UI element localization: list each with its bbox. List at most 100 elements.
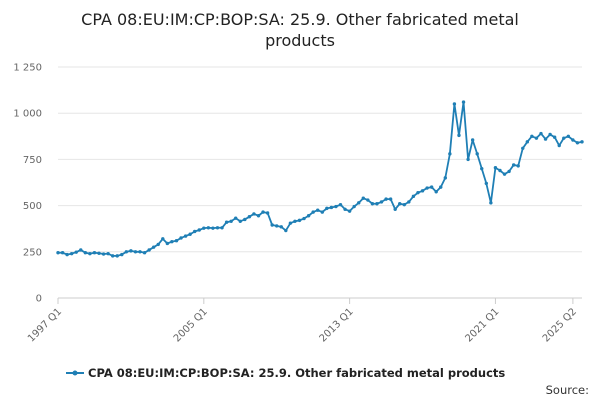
data-point[interactable] bbox=[566, 134, 571, 138]
data-point[interactable] bbox=[511, 163, 516, 167]
data-point[interactable] bbox=[288, 221, 293, 225]
data-point[interactable] bbox=[183, 234, 188, 238]
data-point[interactable] bbox=[357, 201, 361, 205]
data-point[interactable] bbox=[370, 202, 375, 206]
data-point[interactable] bbox=[425, 186, 429, 190]
data-point[interactable] bbox=[215, 226, 220, 230]
data-point[interactable] bbox=[466, 157, 470, 162]
data-point[interactable] bbox=[448, 152, 452, 156]
data-point[interactable] bbox=[411, 194, 416, 199]
data-point[interactable] bbox=[352, 204, 356, 209]
data-point[interactable] bbox=[329, 205, 334, 210]
data-point[interactable] bbox=[407, 200, 411, 204]
data-point[interactable] bbox=[101, 252, 106, 256]
data-point[interactable] bbox=[106, 251, 110, 256]
data-point[interactable] bbox=[179, 236, 183, 240]
data-point[interactable] bbox=[120, 252, 124, 257]
data-point[interactable] bbox=[220, 226, 224, 230]
data-point[interactable] bbox=[498, 168, 502, 173]
data-point[interactable] bbox=[379, 200, 384, 204]
data-point[interactable] bbox=[461, 100, 466, 104]
data-point[interactable] bbox=[347, 209, 352, 213]
data-point[interactable] bbox=[525, 140, 530, 144]
data-point[interactable] bbox=[79, 248, 83, 252]
data-point[interactable] bbox=[275, 224, 279, 228]
data-point[interactable] bbox=[129, 249, 133, 253]
data-point[interactable] bbox=[206, 226, 211, 230]
data-point[interactable] bbox=[502, 172, 507, 176]
data-point[interactable] bbox=[484, 181, 489, 186]
data-point[interactable] bbox=[306, 214, 311, 218]
data-point[interactable] bbox=[562, 136, 566, 140]
data-point[interactable] bbox=[92, 251, 97, 255]
data-point[interactable] bbox=[384, 197, 388, 201]
data-point[interactable] bbox=[338, 202, 343, 207]
data-point[interactable] bbox=[429, 185, 434, 189]
data-point[interactable] bbox=[142, 251, 147, 255]
data-point[interactable] bbox=[193, 229, 197, 234]
data-point[interactable] bbox=[398, 202, 402, 206]
data-point[interactable] bbox=[361, 196, 365, 200]
data-point[interactable] bbox=[557, 143, 561, 148]
data-point[interactable] bbox=[65, 252, 69, 257]
data-point[interactable] bbox=[211, 226, 215, 230]
data-point[interactable] bbox=[270, 223, 274, 227]
data-point[interactable] bbox=[279, 225, 283, 229]
data-point[interactable] bbox=[188, 232, 192, 236]
data-point[interactable] bbox=[316, 208, 320, 212]
data-point[interactable] bbox=[256, 214, 261, 218]
data-point[interactable] bbox=[69, 251, 74, 256]
data-point[interactable] bbox=[165, 241, 170, 246]
data-point[interactable] bbox=[83, 251, 88, 255]
data-point[interactable] bbox=[261, 210, 265, 214]
data-point[interactable] bbox=[124, 250, 129, 254]
data-point[interactable] bbox=[110, 254, 115, 258]
data-point[interactable] bbox=[543, 137, 548, 141]
data-point[interactable] bbox=[539, 131, 543, 136]
data-point[interactable] bbox=[243, 217, 247, 222]
data-point[interactable] bbox=[302, 216, 306, 221]
data-point[interactable] bbox=[265, 211, 270, 215]
data-point[interactable] bbox=[229, 219, 233, 224]
data-point[interactable] bbox=[548, 132, 552, 137]
data-point[interactable] bbox=[530, 134, 534, 138]
data-point[interactable] bbox=[388, 197, 393, 201]
data-point[interactable] bbox=[224, 220, 229, 224]
data-point[interactable] bbox=[439, 185, 443, 189]
data-point[interactable] bbox=[325, 206, 329, 211]
data-point[interactable] bbox=[161, 237, 165, 241]
data-point[interactable] bbox=[475, 152, 479, 156]
data-point[interactable] bbox=[74, 250, 78, 254]
data-point[interactable] bbox=[60, 251, 65, 255]
data-point[interactable] bbox=[320, 210, 324, 214]
data-point[interactable] bbox=[174, 239, 179, 243]
data-point[interactable] bbox=[516, 164, 520, 168]
data-point[interactable] bbox=[521, 146, 525, 151]
data-point[interactable] bbox=[434, 190, 438, 194]
data-point[interactable] bbox=[252, 212, 256, 216]
source-label[interactable]: Source: bbox=[546, 383, 589, 397]
data-point[interactable] bbox=[197, 228, 201, 232]
data-point[interactable] bbox=[238, 219, 242, 224]
data-point[interactable] bbox=[493, 166, 498, 170]
data-point[interactable] bbox=[580, 140, 584, 144]
data-point[interactable] bbox=[480, 166, 484, 171]
data-point[interactable] bbox=[202, 226, 206, 230]
data-point[interactable] bbox=[452, 102, 457, 106]
data-point[interactable] bbox=[443, 176, 447, 180]
data-point[interactable] bbox=[489, 201, 493, 205]
data-point[interactable] bbox=[97, 251, 101, 255]
data-point[interactable] bbox=[151, 245, 156, 249]
data-point[interactable] bbox=[552, 135, 557, 139]
data-point[interactable] bbox=[393, 207, 397, 211]
data-point[interactable] bbox=[170, 239, 174, 244]
data-point[interactable] bbox=[366, 198, 370, 202]
data-point[interactable] bbox=[416, 190, 420, 195]
data-point[interactable] bbox=[115, 254, 119, 258]
data-point[interactable] bbox=[534, 136, 539, 140]
data-point[interactable] bbox=[420, 189, 425, 193]
data-point[interactable] bbox=[507, 169, 511, 174]
data-point[interactable] bbox=[402, 202, 406, 207]
data-point[interactable] bbox=[56, 251, 60, 255]
data-point[interactable] bbox=[284, 228, 288, 233]
